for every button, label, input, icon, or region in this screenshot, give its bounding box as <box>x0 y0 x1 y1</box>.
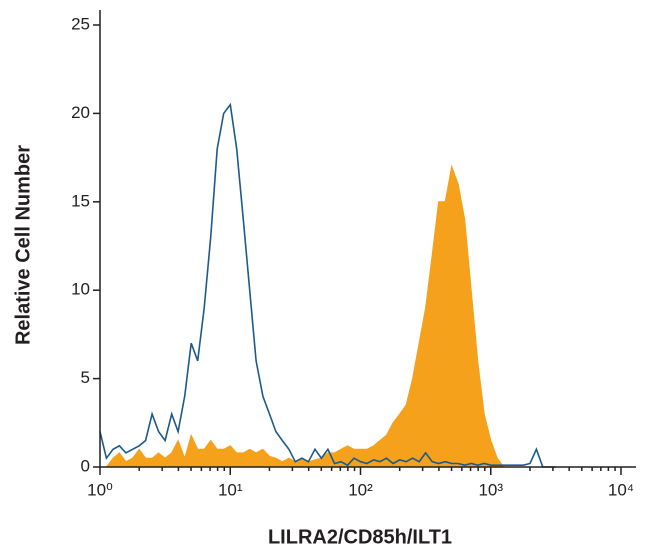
y-axis-title: Relative Cell Number <box>12 145 34 345</box>
x-tick-label: 10⁴ <box>608 480 634 499</box>
x-tick-label: 10² <box>348 480 373 499</box>
y-tick-label: 25 <box>71 14 90 33</box>
y-tick-label: 10 <box>71 280 90 299</box>
x-axis-title: LILRA2/CD85h/ILT1 <box>268 526 452 548</box>
x-tick-label: 10¹ <box>218 480 243 499</box>
x-tick-label: 10⁰ <box>87 480 113 499</box>
y-tick-label: 5 <box>81 368 90 387</box>
histogram-line <box>99 102 556 468</box>
y-tick-label: 15 <box>71 191 90 210</box>
x-tick-label: 10³ <box>478 480 503 499</box>
y-tick-label: 20 <box>71 103 90 122</box>
histogram-area <box>100 164 556 468</box>
y-tick-label: 0 <box>81 456 90 475</box>
